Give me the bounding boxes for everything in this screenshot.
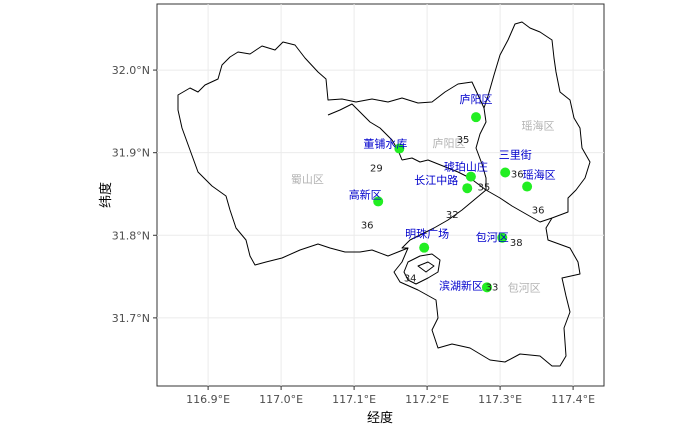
station-point [465, 171, 476, 182]
station-name-label: 庐阳区 [460, 92, 493, 106]
axes: 116.9°E 117.0°E 117.1°E 117.2°E 117.3°E 117.4… [112, 64, 595, 406]
station-group: 滨湖新区 33 [439, 278, 498, 293]
station-value-label: 35 [457, 135, 470, 146]
x-tick-label: 116.9°E [186, 393, 230, 406]
station-name-label: 董铺水库 [363, 138, 407, 151]
y-tick-label: 31.7°N [112, 312, 150, 325]
y-axis-title: 纬度 [98, 182, 114, 208]
station-value-label: 36 [532, 206, 545, 217]
station-point [394, 143, 405, 154]
inner-boundary-southeast [485, 189, 553, 223]
lake-outline [403, 253, 441, 285]
station-name-label: 高新区 [349, 187, 382, 201]
district-label: 庐阳区 [433, 136, 466, 150]
station-point [419, 242, 430, 253]
y-tick-label: 32.0°N [112, 64, 150, 77]
station-name-label: 滨湖新区 [439, 278, 483, 292]
district-label: 包河区 [508, 281, 541, 294]
station-value-label: 35 [478, 183, 491, 194]
station-point [373, 196, 384, 207]
station-group: 董铺水库 29 [363, 138, 407, 175]
x-tick-label: 117.1°E [332, 393, 376, 406]
station-name-label: 琥珀山庄 [444, 160, 488, 174]
inner-boundary-east [475, 107, 487, 190]
station-group: 包河区 38 [476, 231, 523, 249]
station-point [471, 112, 482, 123]
station-group: 高新区 36 [349, 187, 384, 231]
station-name-label: 明珠广场 [405, 227, 449, 241]
station-value-label: 33 [486, 282, 499, 293]
station-point [462, 183, 473, 194]
y-tick-label: 31.9°N [112, 147, 150, 160]
station-value-label: 32 [446, 210, 459, 221]
gridlines [157, 4, 604, 386]
station-group: 庐阳区 35 [457, 92, 493, 146]
outer-boundary [177, 21, 591, 367]
station-value-label: 36 [511, 170, 524, 181]
district-label: 瑶海区 [522, 118, 555, 132]
x-tick-label: 117.3°E [478, 393, 522, 406]
station-group: 明珠广场 34 [404, 227, 449, 285]
station-value-label: 29 [370, 164, 383, 175]
x-tick-label: 117.2°E [405, 393, 449, 406]
station-name-label: 长江中路 [414, 174, 458, 187]
station-name-label: 包河区 [476, 231, 509, 244]
station-value-label: 36 [361, 220, 374, 231]
inner-boundary-southwest [401, 189, 487, 249]
x-tick-label: 117.4°E [551, 393, 595, 406]
plot-panel [156, 3, 605, 387]
station-name-label: 瑶海区 [523, 168, 556, 182]
station-point [481, 282, 492, 293]
station-value-label: 38 [510, 238, 523, 249]
station-point [500, 167, 511, 178]
station-point [497, 232, 508, 243]
y-tick-label: 31.8°N [112, 229, 150, 242]
station-group: 长江中路 32 [414, 174, 473, 221]
station-group: 瑶海区 36 [522, 168, 556, 217]
station-value-label: 34 [404, 274, 417, 285]
station-group: 三里街 36 [499, 148, 532, 181]
district-label: 蜀山区 [291, 173, 324, 186]
station-point [522, 181, 533, 192]
station-group: 琥珀山庄 35 [444, 160, 490, 194]
station-name-label: 三里街 [499, 148, 532, 162]
x-axis-title: 经度 [367, 410, 393, 426]
x-tick-label: 117.0°E [259, 393, 303, 406]
